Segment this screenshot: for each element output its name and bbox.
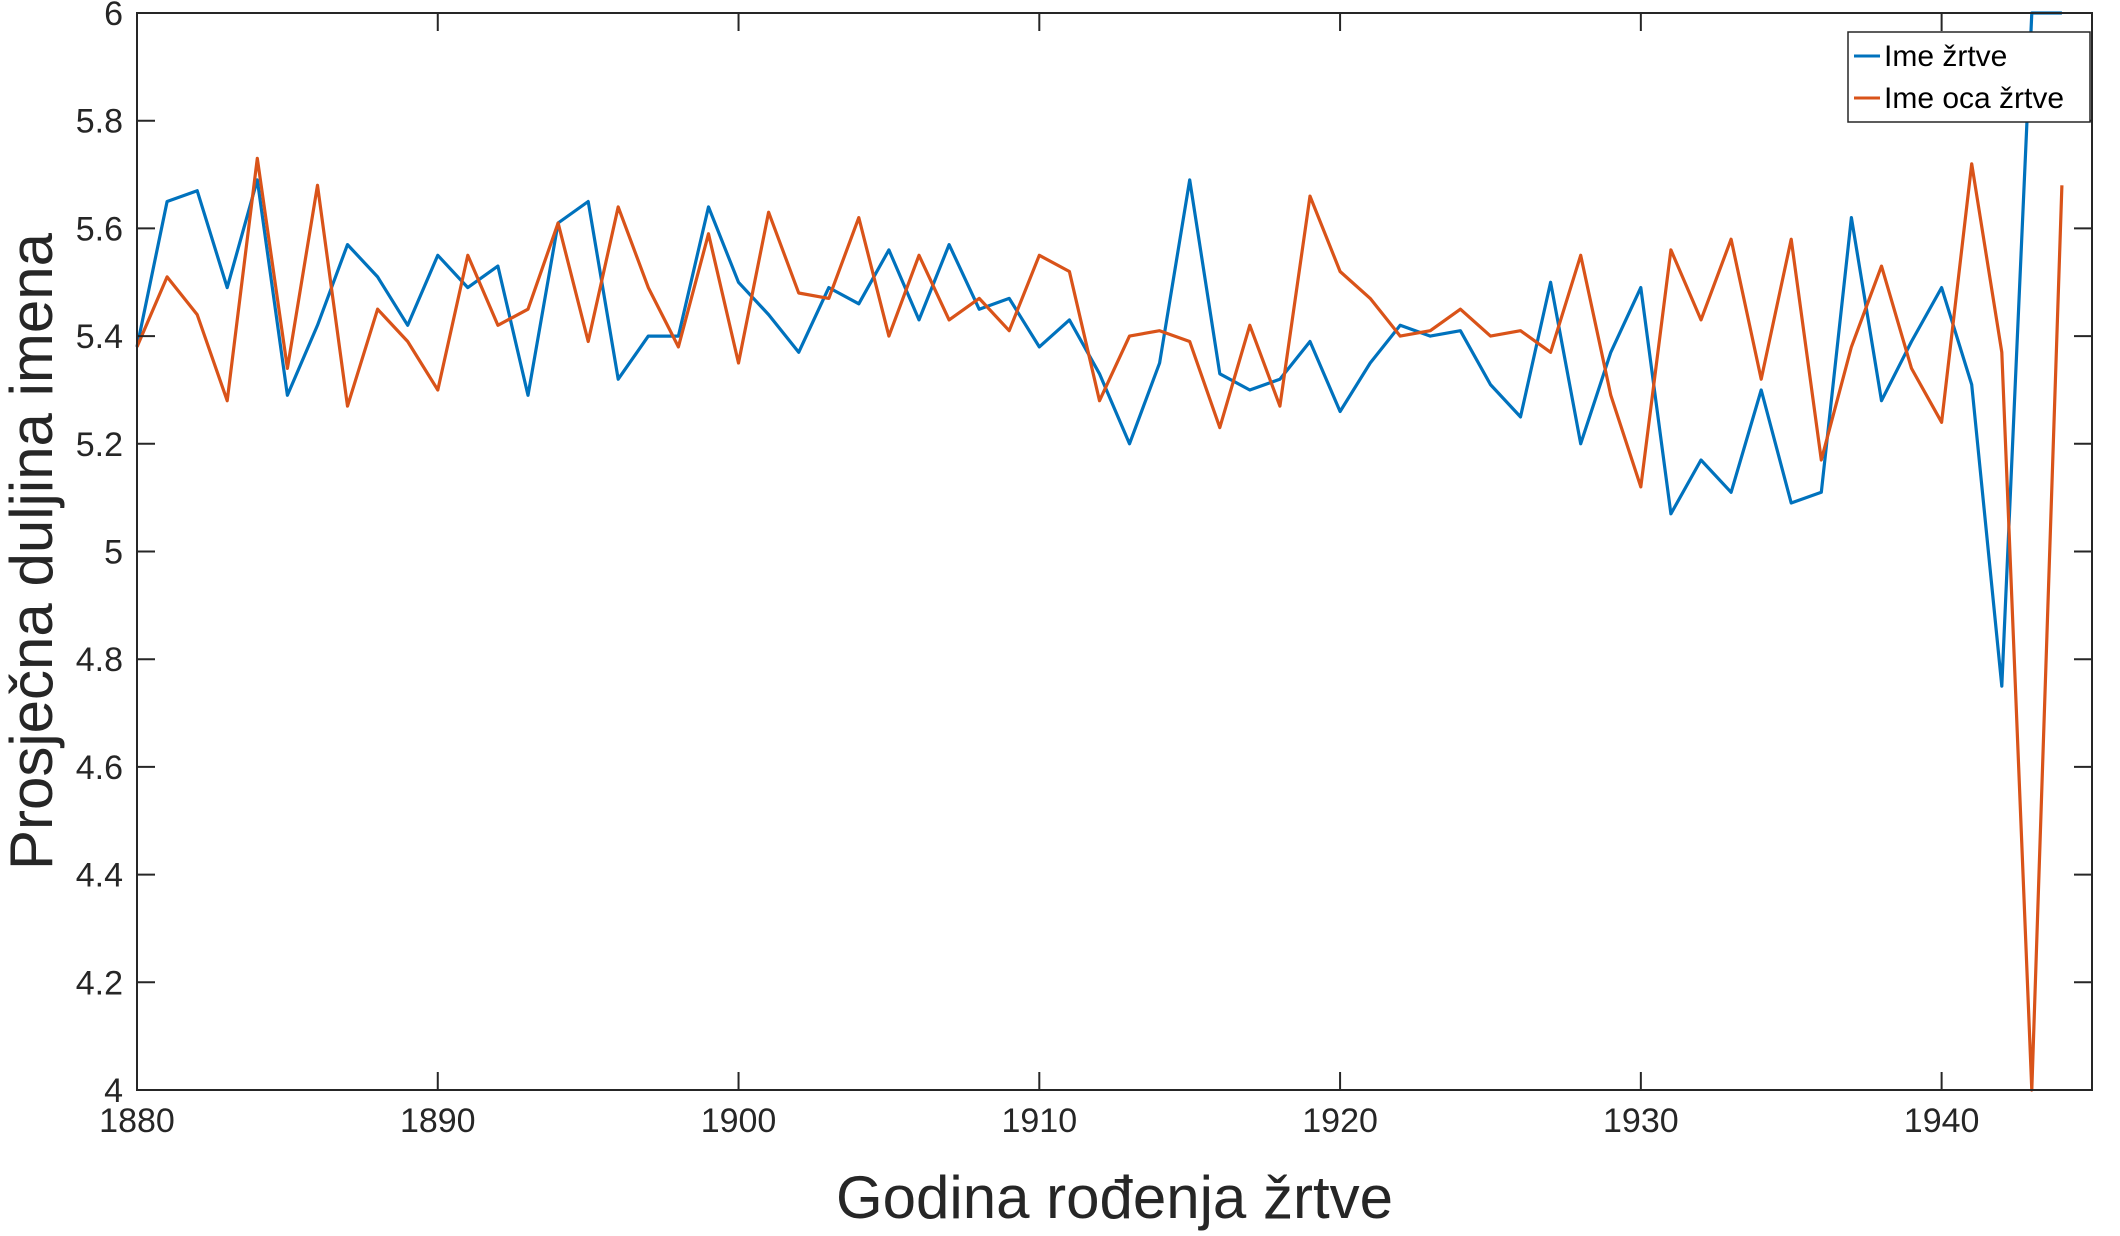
x-tick-label: 1910 (1001, 1102, 1077, 1140)
y-tick-label: 5.6 (76, 210, 123, 248)
y-tick-label: 5.2 (76, 426, 123, 464)
y-tick-label: 5.8 (76, 103, 123, 141)
y-tick-label: 4.8 (76, 641, 123, 679)
x-tick-label: 1890 (400, 1102, 476, 1140)
y-tick-label: 4.4 (76, 857, 123, 895)
x-tick-label: 1880 (99, 1102, 175, 1140)
legend: Ime žrtve Ime oca žrtve (1847, 31, 2091, 123)
x-tick-label: 1900 (701, 1102, 777, 1140)
y-tick-label: 4.6 (76, 749, 123, 787)
x-axis-title: Godina rođenja žrtve (836, 1164, 1393, 1231)
series-line-1 (135, 156, 2064, 1092)
series-line-0 (135, 11, 2062, 688)
y-tick-label: 5.4 (76, 318, 123, 356)
y-axis-title: Prosječna duljina imena (0, 232, 65, 870)
y-tick-label: 5 (104, 534, 123, 572)
legend-label-ime-zrtve: Ime žrtve (1884, 40, 2007, 73)
x-tick-label: 1920 (1302, 1102, 1378, 1140)
legend-label-ime-oca-zrtve: Ime oca žrtve (1884, 82, 2064, 115)
series-layer (135, 11, 2064, 1092)
plot-area-frame (136, 12, 2093, 1091)
legend-box (1847, 31, 2091, 123)
axis-ticks: 1880 1890 1900 1910 1920 1930 1940 4 4.2 4.4 4.6 4.… (76, 0, 2092, 1140)
y-tick-label: 6 (104, 0, 123, 33)
y-tick-label: 4.2 (76, 964, 123, 1002)
y-tick-label: 4 (104, 1072, 123, 1110)
x-tick-label: 1940 (1904, 1102, 1980, 1140)
x-tick-label: 1930 (1603, 1102, 1679, 1140)
